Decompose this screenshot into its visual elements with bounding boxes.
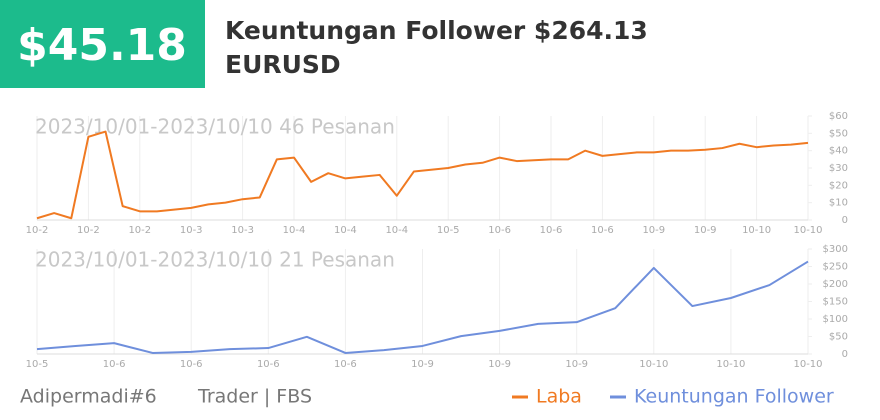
line (36, 260, 809, 354)
x-tick-label: 10-4 (283, 225, 306, 236)
x-tick-label: 10-10 (639, 359, 668, 370)
x-tick-label: 10-6 (540, 225, 563, 236)
x-tick-label: 10-10 (793, 359, 822, 370)
x-tick-label: 10-3 (231, 225, 254, 236)
y-tick-label: $60 (829, 111, 848, 122)
y-tick-label: $300 (823, 244, 848, 255)
x-tick-label: 10-2 (26, 225, 49, 236)
user: Adipermadi#6 (20, 386, 157, 408)
x-tick-label: 10-9 (694, 225, 717, 236)
x-tick-label: 10-10 (716, 359, 745, 370)
x-tick-label: 10-2 (77, 225, 100, 236)
y-tick-label: $250 (823, 262, 848, 273)
x-tick-label: 10-9 (488, 359, 511, 370)
x-tick-label: 10-10 (742, 225, 771, 236)
y-tick-label: $50 (829, 128, 848, 139)
x-tick-label: 10-6 (334, 359, 357, 370)
x-tick-label: 10-6 (180, 359, 203, 370)
amount-box (0, 0, 205, 88)
y-tick-label: $150 (823, 297, 848, 308)
x-tick-label: 10-4 (385, 225, 408, 236)
x-tick-label: 10-9 (642, 225, 665, 236)
legend-label: Keuntungan Follower (634, 386, 834, 408)
line (36, 130, 809, 220)
symbol: EURUSD (225, 50, 341, 79)
y-tick-label: 0 (842, 349, 848, 360)
x-tick-label: 10-4 (334, 225, 357, 236)
y-tick-label: $100 (823, 314, 848, 325)
x-tick-label: 10-6 (488, 225, 511, 236)
x-tick-label: 10-10 (793, 225, 822, 236)
y-tick-label: $20 (829, 180, 848, 191)
y-tick-label: $10 (829, 198, 848, 209)
x-tick-label: 10-6 (257, 359, 280, 370)
chart-subtitle: 2023/10/01-2023/10/10 46 Pesanan (35, 115, 395, 139)
x-tick-label: 10-6 (591, 225, 614, 236)
x-tick-label: 10-9 (565, 359, 588, 370)
y-tick-label: $30 (829, 163, 848, 174)
chart-subtitle: 2023/10/01-2023/10/10 21 Pesanan (35, 248, 395, 272)
y-tick-label: $40 (829, 146, 848, 157)
y-tick-label: $50 (829, 332, 848, 343)
title: Keuntungan Follower $264.13 (225, 16, 648, 45)
x-tick-label: 10-3 (180, 225, 203, 236)
x-tick-label: 10-6 (103, 359, 126, 370)
x-tick-label: 10-5 (26, 359, 49, 370)
x-tick-label: 10-9 (411, 359, 434, 370)
legend-label: Laba (536, 386, 582, 408)
role: Trader | FBS (197, 386, 312, 408)
x-tick-label: 10-2 (128, 225, 151, 236)
y-tick-label: $200 (823, 279, 848, 290)
x-tick-label: 10-5 (437, 225, 460, 236)
amount: $45.18 (17, 20, 187, 71)
y-tick-label: 0 (842, 215, 848, 226)
